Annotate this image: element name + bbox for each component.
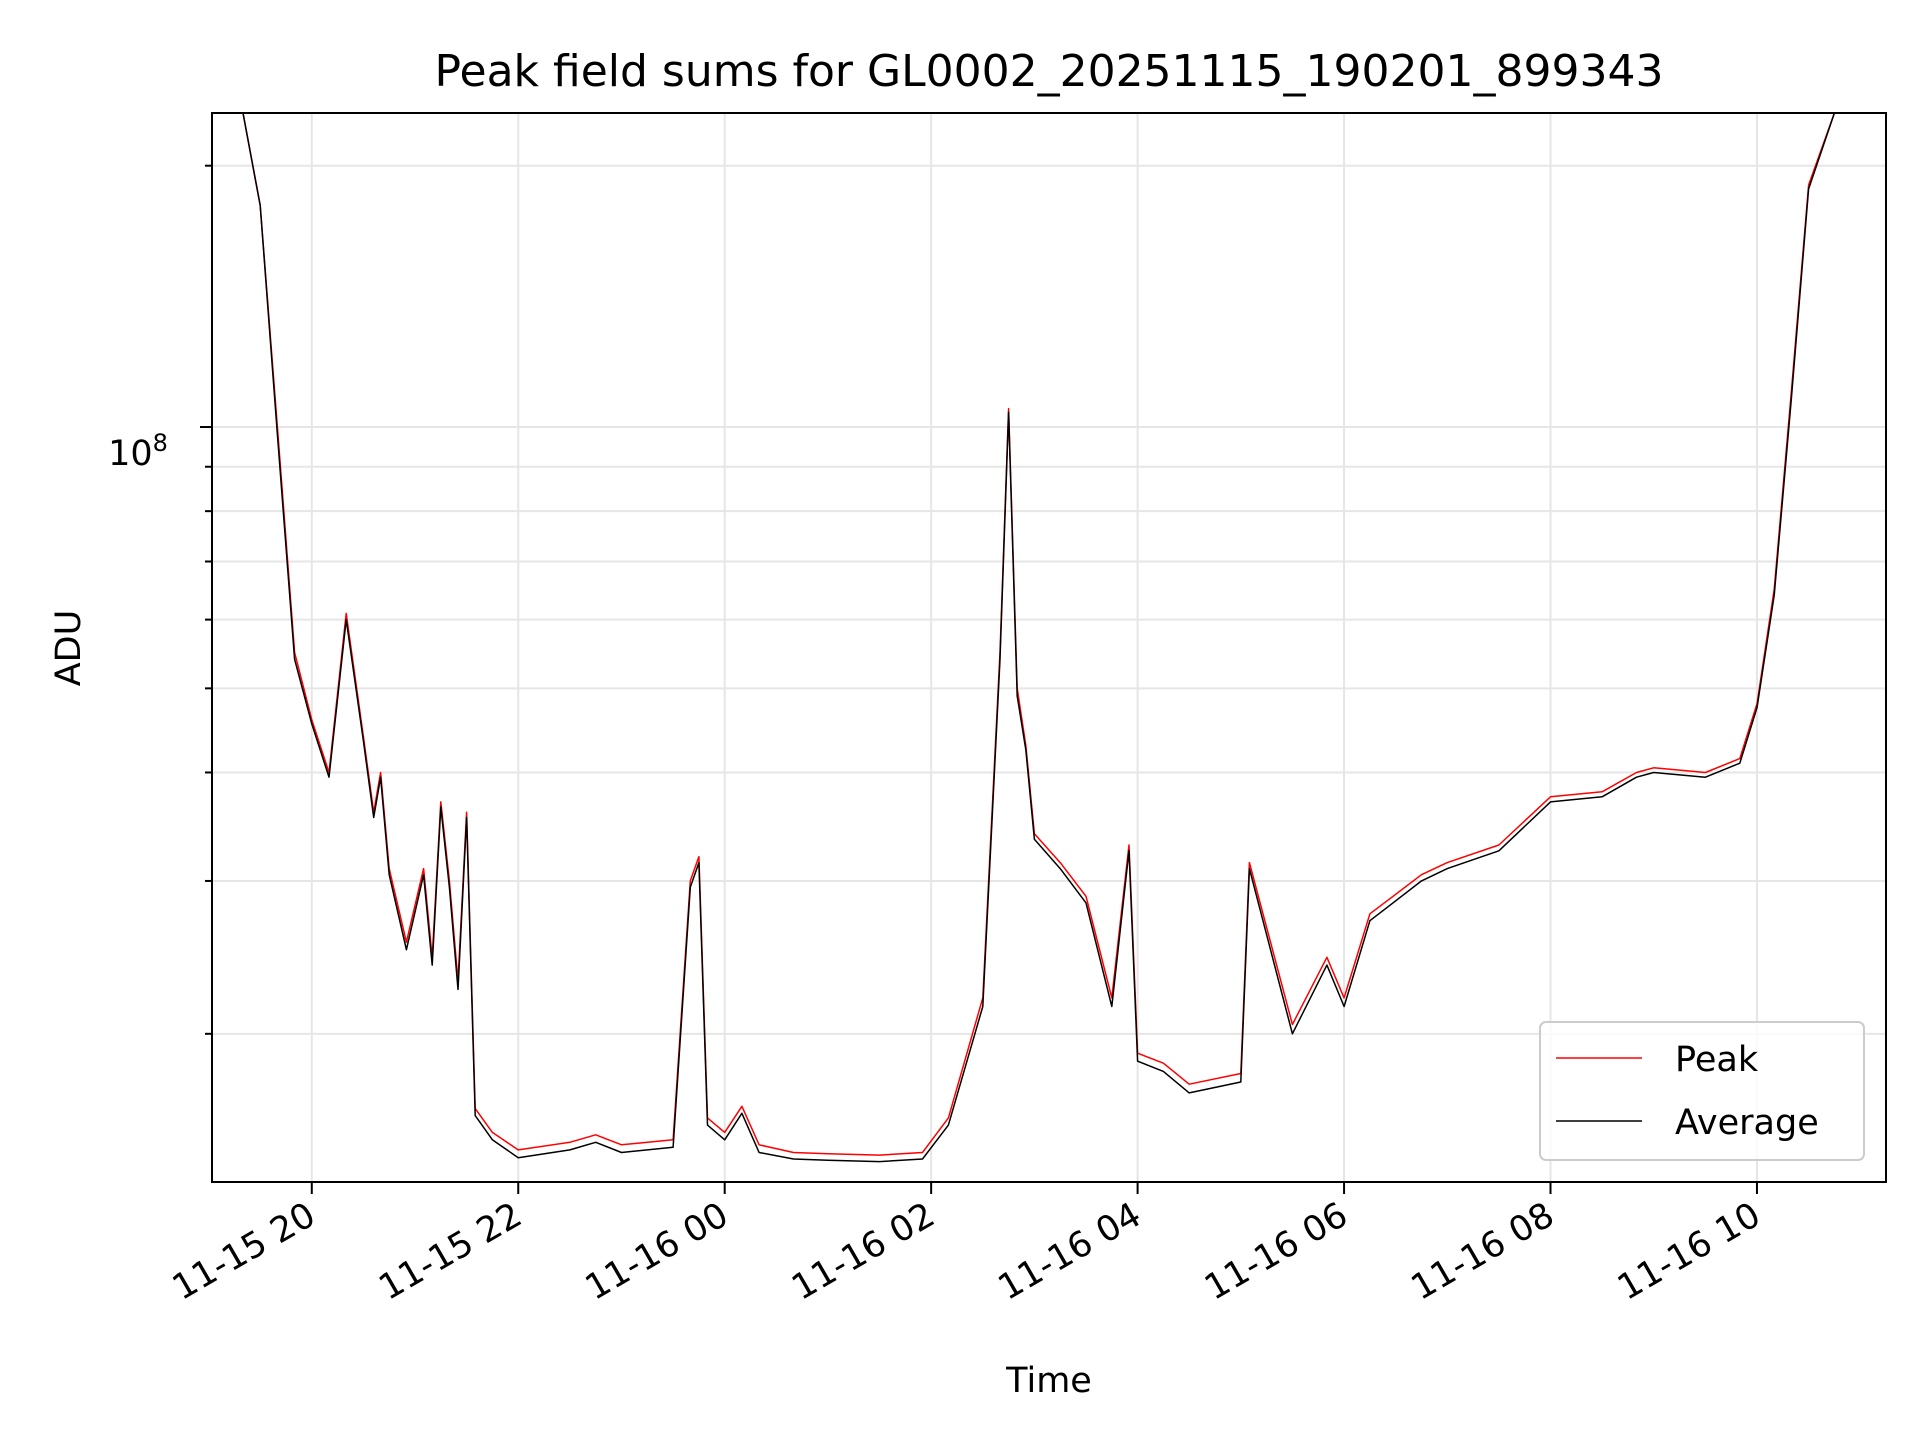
grid — [212, 113, 1886, 1182]
y-tick-label-1e8: 108 — [108, 429, 168, 474]
series-line-average — [242, 112, 1886, 1163]
legend-frame — [1539, 1021, 1865, 1161]
series-layer — [242, 112, 1886, 1163]
chart-title: Peak field sums for GL0002_20251115_1902… — [435, 46, 1664, 97]
legend-label-average: Average — [1675, 1103, 1819, 1143]
series-line-peak — [242, 112, 1886, 1156]
legend-label-peak: Peak — [1675, 1040, 1759, 1080]
y-axis-label: ADU — [49, 610, 89, 687]
plot-frame — [211, 112, 1887, 1183]
legend: Peak Average — [1539, 1021, 1865, 1161]
x-axis-label: Time — [1005, 1361, 1092, 1401]
